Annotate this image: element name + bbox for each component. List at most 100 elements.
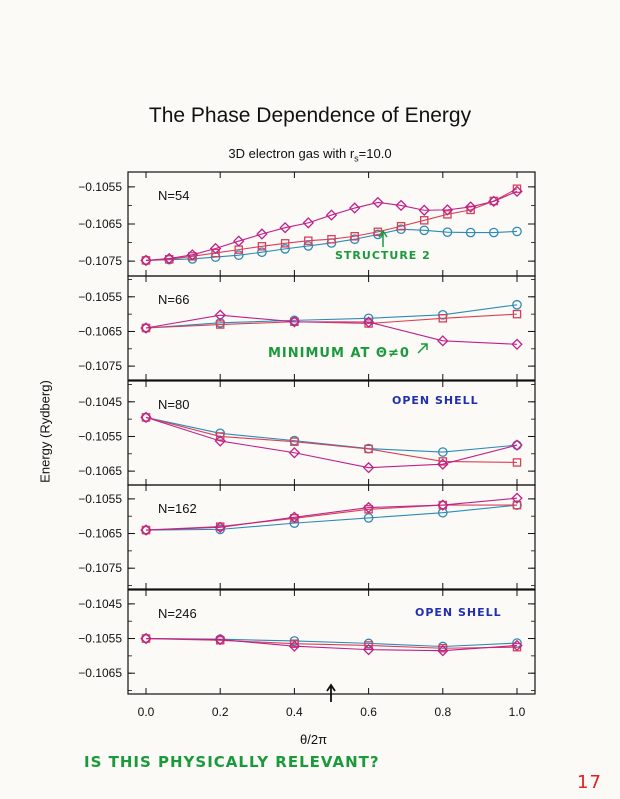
x-tick-label: 0.0 xyxy=(138,705,155,719)
data-point-square xyxy=(290,437,299,446)
data-point-circle xyxy=(488,227,499,238)
data-point-diamond xyxy=(437,499,449,511)
series-line-circle xyxy=(145,304,518,329)
data-point-diamond xyxy=(256,228,268,240)
data-point-square xyxy=(364,444,373,454)
data-point-circle xyxy=(512,299,522,310)
data-point-diamond xyxy=(140,524,152,536)
data-point-square xyxy=(211,248,220,258)
data-point-diamond xyxy=(288,316,301,328)
data-point-diamond xyxy=(348,202,361,214)
data-point-square xyxy=(443,210,452,219)
data-point-diamond xyxy=(362,316,375,328)
series-line-square xyxy=(145,416,518,464)
data-point-diamond xyxy=(395,199,407,212)
series-line-square xyxy=(145,188,518,261)
annotation-structure: STRUCTURE 2 xyxy=(335,249,431,262)
series-line-diamond xyxy=(145,637,518,652)
y-tick-label: −0.1075 xyxy=(78,254,122,268)
data-point-square xyxy=(141,323,151,333)
data-point-diamond xyxy=(209,242,222,255)
annotation-minimum: MINIMUM AT Θ≠0 xyxy=(268,346,410,361)
annotation-open-shell-246: OPEN SHELL xyxy=(415,606,502,619)
data-point-square xyxy=(280,239,290,248)
data-point-circle xyxy=(465,227,476,238)
series-line-square xyxy=(145,313,518,329)
data-point-square xyxy=(215,432,225,441)
panel-label: N=54 xyxy=(158,188,189,203)
y-tick-label: −0.1045 xyxy=(78,395,122,409)
data-point-circle xyxy=(289,518,300,528)
data-point-square xyxy=(419,216,429,225)
y-tick-label: −0.1055 xyxy=(78,180,122,194)
y-tick-label: −0.1065 xyxy=(78,464,122,478)
data-point-square xyxy=(438,314,448,323)
annotation-question: IS THIS PHYSICALLY RELEVANT? xyxy=(84,753,380,771)
data-point-diamond xyxy=(214,521,226,534)
y-tick-label: −0.1045 xyxy=(78,597,122,611)
y-tick-label: −0.1055 xyxy=(78,632,122,646)
arrow-structure-icon xyxy=(378,229,388,247)
data-point-diamond xyxy=(437,644,449,657)
panel-frame xyxy=(127,275,536,381)
series-line-diamond xyxy=(145,190,518,261)
data-point-diamond xyxy=(214,309,226,321)
data-point-square xyxy=(512,458,522,467)
data-point-square xyxy=(373,227,383,237)
data-point-diamond xyxy=(362,461,375,474)
series-line-circle xyxy=(145,228,518,261)
data-point-circle xyxy=(141,412,151,423)
y-tick-label: −0.1065 xyxy=(78,666,122,680)
chart-subtitle: 3D electron gas with rs=10.0 xyxy=(228,146,392,164)
arrow-half-icon xyxy=(326,683,336,702)
data-point-square xyxy=(512,500,522,510)
data-point-diamond xyxy=(288,511,301,523)
panel-label: N=66 xyxy=(158,292,189,307)
data-point-diamond xyxy=(325,209,338,221)
data-point-square xyxy=(350,232,359,241)
data-point-square xyxy=(512,184,522,193)
panel-label: N=80 xyxy=(158,397,189,412)
x-axis-label: θ/2π xyxy=(300,732,328,747)
data-point-circle xyxy=(257,247,267,258)
y-tick-label: −0.1065 xyxy=(78,527,122,541)
data-point-square xyxy=(257,242,267,251)
x-tick-label: 0.2 xyxy=(212,705,229,719)
series-line-circle xyxy=(145,416,518,453)
data-point-circle xyxy=(419,225,430,236)
data-point-square xyxy=(364,641,373,650)
data-point-diamond xyxy=(279,221,291,234)
data-point-diamond xyxy=(511,492,523,504)
data-point-circle xyxy=(280,244,290,254)
data-point-circle xyxy=(437,447,448,457)
data-point-diamond xyxy=(288,447,301,459)
data-point-diamond xyxy=(140,411,152,424)
data-point-square xyxy=(141,413,151,422)
data-point-diamond xyxy=(488,195,500,208)
y-tick-label: −0.1075 xyxy=(78,359,122,373)
page-number: 17 xyxy=(577,772,602,793)
data-point-diamond xyxy=(163,252,175,265)
data-point-diamond xyxy=(233,235,245,247)
data-point-square xyxy=(327,234,336,244)
y-tick-label: −0.1055 xyxy=(78,429,122,443)
data-point-diamond xyxy=(464,201,477,213)
series-line-diamond xyxy=(145,497,518,531)
data-point-circle xyxy=(303,241,314,251)
data-point-diamond xyxy=(288,640,301,652)
data-point-diamond xyxy=(362,643,375,656)
data-point-square xyxy=(512,309,522,319)
y-tick-label: −0.1065 xyxy=(78,324,122,338)
data-point-square xyxy=(304,236,313,245)
data-point-diamond xyxy=(362,501,375,514)
data-point-diamond xyxy=(372,196,384,209)
data-point-diamond xyxy=(186,249,199,261)
data-point-diamond xyxy=(302,217,315,229)
panel-n-66: −0.1055 −0.1065 −0.1075 N=66 xyxy=(78,275,536,381)
data-point-circle xyxy=(442,227,453,238)
data-point-diamond xyxy=(214,633,226,646)
data-point-diamond xyxy=(511,439,523,451)
data-point-square xyxy=(215,320,225,329)
series-line-circle xyxy=(145,504,518,531)
panel-label: N=162 xyxy=(158,501,197,516)
